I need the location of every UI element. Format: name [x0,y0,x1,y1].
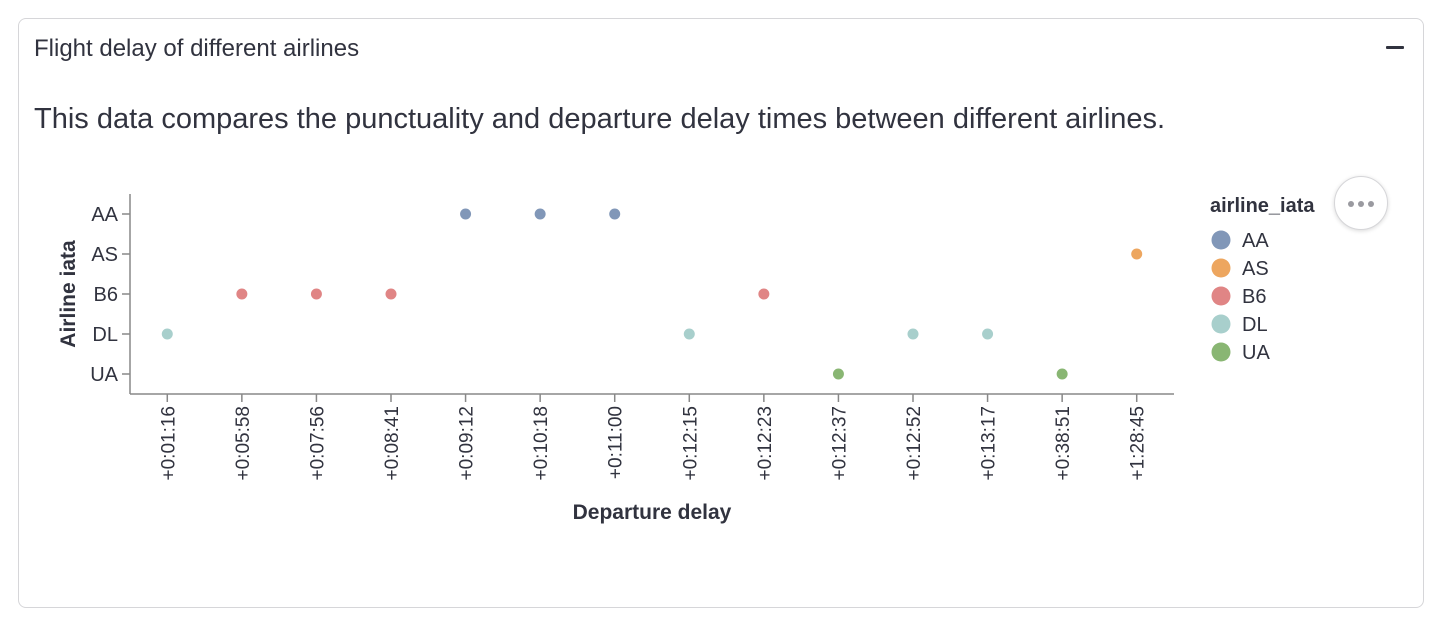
data-point-aa[interactable] [534,208,546,220]
data-point-b6[interactable] [758,288,770,300]
x-tick-label: +0:01:16 [158,406,179,481]
legend-title: airline_iata [1210,195,1315,217]
data-point-dl[interactable] [982,328,994,340]
x-tick-label: +0:12:52 [904,406,925,481]
data-point-b6[interactable] [310,288,322,300]
legend-label-dl: DL [1242,314,1268,336]
data-point-b6[interactable] [385,288,397,300]
minus-icon [1386,46,1404,49]
more-horizontal-icon [1348,201,1354,207]
data-point-dl[interactable] [907,328,919,340]
x-tick-label: +0:13:17 [979,406,1000,481]
data-point-dl[interactable] [683,328,695,340]
more-options-button[interactable] [1334,176,1388,230]
collapse-button[interactable] [1382,30,1410,64]
chart-description: This data compares the punctuality and d… [34,103,1166,135]
y-tick-label: AS [91,244,118,266]
x-tick-label: +0:12:23 [755,406,776,481]
legend-swatch-dl [1211,314,1231,334]
legend-label-as: AS [1242,258,1269,280]
legend-swatch-aa [1211,230,1231,250]
y-tick-label: UA [90,364,118,386]
legend-swatch-as [1211,258,1231,278]
x-tick-label: +0:38:51 [1053,406,1074,481]
data-point-ua[interactable] [1056,368,1068,380]
legend-label-b6: B6 [1242,286,1266,308]
data-point-as[interactable] [1131,248,1143,260]
legend-swatch-ua [1211,342,1231,362]
x-tick-label: +0:09:12 [457,406,478,481]
legend-swatch-b6 [1211,286,1231,306]
data-point-aa[interactable] [609,208,621,220]
x-tick-label: +1:28:45 [1128,406,1149,481]
y-tick-label: B6 [94,284,118,306]
more-horizontal-icon-dot [1358,201,1364,207]
card-title: Flight delay of different airlines [34,35,360,62]
chart-card [18,18,1424,608]
y-tick-label: DL [92,324,118,346]
x-tick-label: +0:10:18 [531,406,552,481]
legend-label-aa: AA [1242,230,1269,252]
x-tick-label: +0:12:37 [829,406,850,481]
y-axis-title: Airline iata [57,240,80,348]
legend-label-ua: UA [1242,342,1270,364]
x-tick-label: +0:07:56 [307,406,328,481]
x-tick-label: +0:05:58 [233,406,254,481]
data-point-b6[interactable] [236,288,248,300]
data-point-aa[interactable] [460,208,472,220]
x-axis-title: Departure delay [573,501,732,524]
x-tick-label: +0:11:00 [606,406,627,479]
x-tick-label: +0:12:15 [680,406,701,481]
data-point-ua[interactable] [832,368,844,380]
data-point-dl[interactable] [161,328,173,340]
x-tick-label: +0:08:41 [382,406,403,481]
y-tick-label: AA [91,204,118,226]
more-horizontal-icon-dot [1368,201,1374,207]
